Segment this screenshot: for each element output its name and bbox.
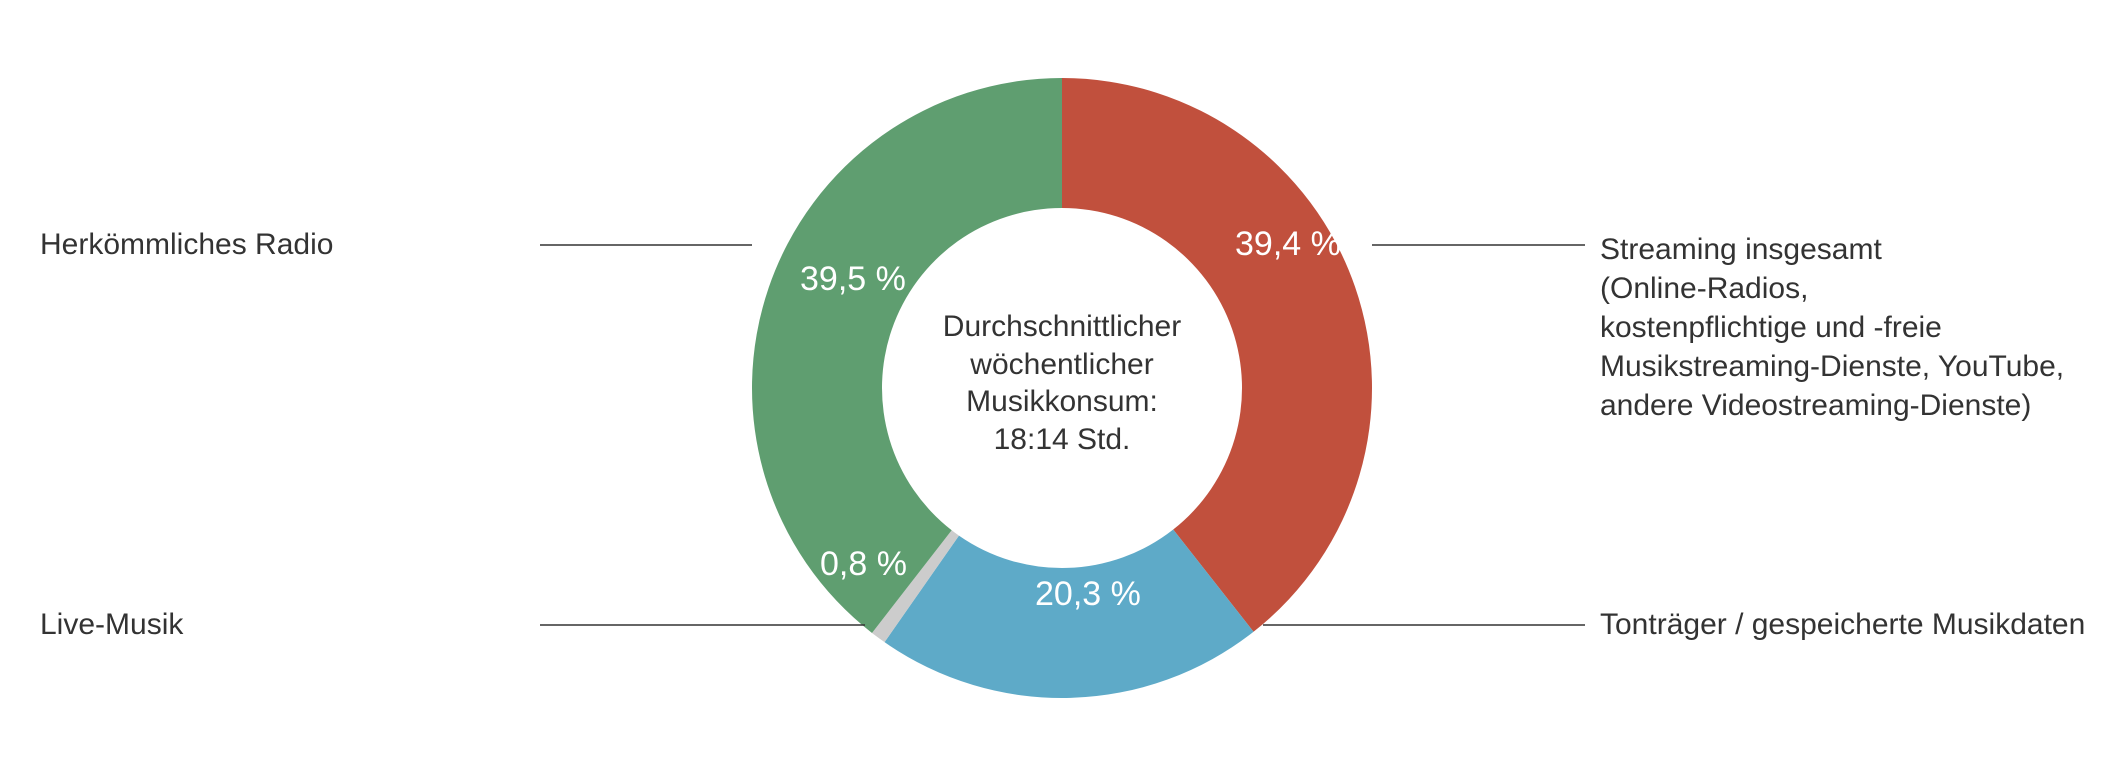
ext-label-livemusik: Live-Musik [40, 605, 520, 644]
slice-pct-livemusik: 0,8 % [820, 545, 907, 584]
donut-center-text: DurchschnittlicherwöchentlicherMusikkons… [882, 308, 1242, 458]
slice-pct-radio: 39,5 % [800, 260, 906, 299]
ext-label-tontraeger: Tonträger / gespeicherte Musikdaten [1600, 605, 2120, 644]
donut-chart-stage: DurchschnittlicherwöchentlicherMusikkons… [0, 0, 2125, 775]
slice-pct-streaming: 39,4 % [1235, 225, 1341, 264]
ext-label-streaming: Streaming insgesamt(Online-Radios,kosten… [1600, 230, 2080, 425]
slice-pct-tontraeger: 20,3 % [1035, 575, 1141, 614]
ext-label-radio: Herkömmliches Radio [40, 225, 520, 264]
